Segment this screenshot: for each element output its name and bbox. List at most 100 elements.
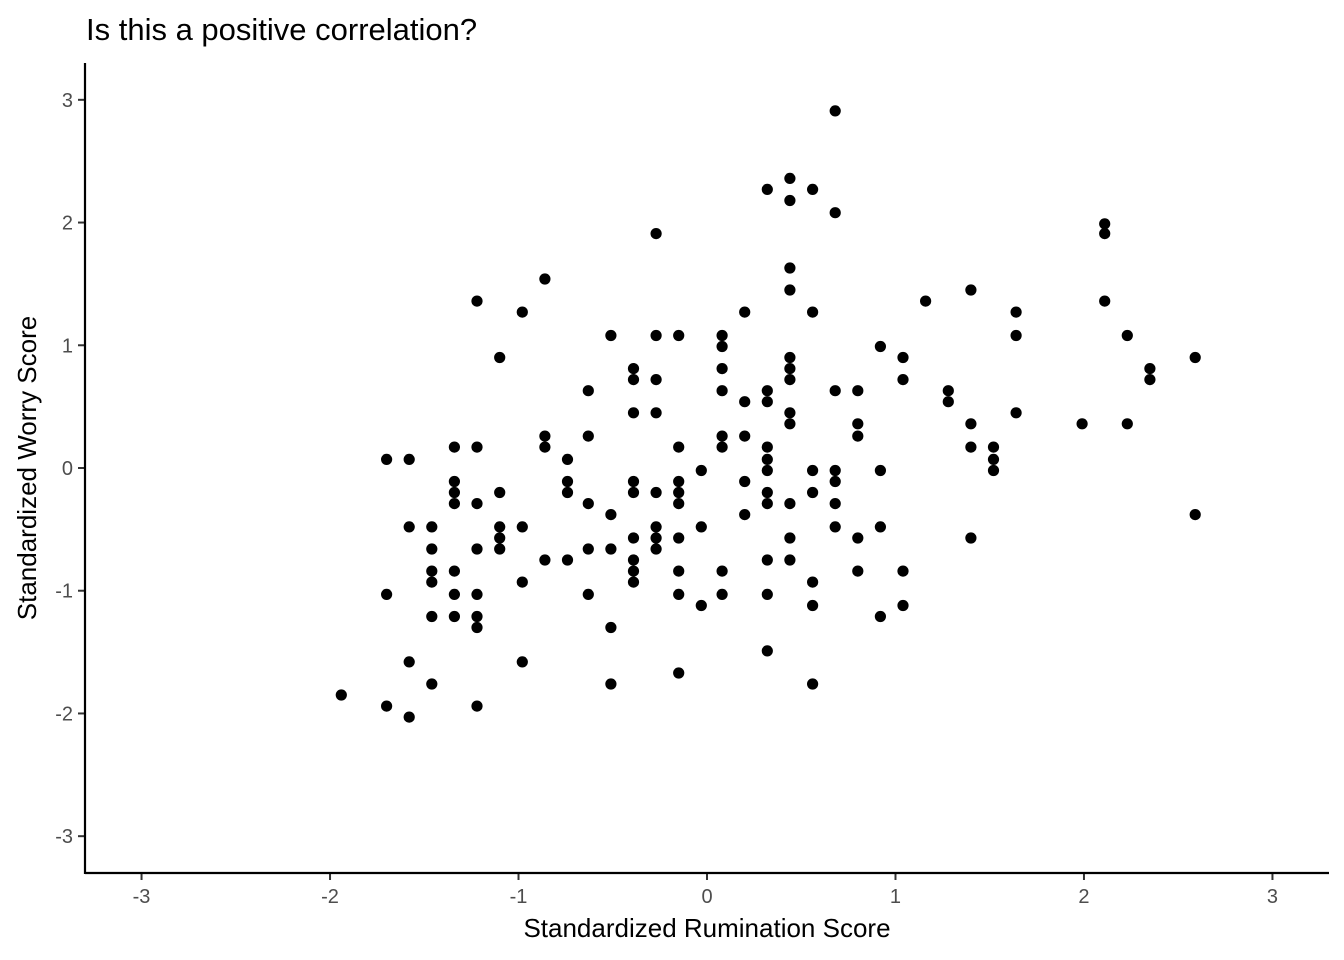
data-point-17 bbox=[739, 306, 751, 318]
data-point-91 bbox=[561, 486, 574, 499]
data-point-136 bbox=[673, 565, 685, 577]
data-point-101 bbox=[761, 498, 773, 510]
data-point-14 bbox=[920, 295, 932, 307]
x-tick-label: 3 bbox=[1267, 886, 1278, 908]
data-point-3 bbox=[807, 183, 819, 195]
data-point-65 bbox=[471, 441, 483, 453]
y-tick-label: -3 bbox=[55, 826, 73, 848]
data-point-128 bbox=[539, 554, 551, 566]
data-point-67 bbox=[673, 441, 685, 453]
data-point-68 bbox=[716, 441, 728, 453]
data-point-102 bbox=[784, 498, 796, 510]
data-point-132 bbox=[784, 554, 796, 566]
data-point-152 bbox=[807, 599, 819, 612]
data-point-46 bbox=[942, 385, 954, 397]
data-point-25 bbox=[1121, 329, 1133, 342]
data-point-133 bbox=[426, 565, 438, 577]
data-point-142 bbox=[627, 576, 640, 588]
data-point-129 bbox=[561, 554, 574, 566]
data-point-12 bbox=[965, 284, 977, 296]
data-point-165 bbox=[605, 678, 617, 690]
data-point-20 bbox=[605, 329, 617, 342]
data-point-166 bbox=[807, 678, 819, 690]
data-point-141 bbox=[516, 576, 528, 588]
data-point-127 bbox=[650, 543, 662, 555]
x-tick-label: 0 bbox=[701, 886, 712, 908]
data-point-107 bbox=[403, 521, 415, 533]
data-point-143 bbox=[807, 576, 819, 588]
data-point-58 bbox=[1121, 418, 1133, 430]
data-point-64 bbox=[448, 441, 460, 453]
data-point-40 bbox=[1144, 374, 1156, 386]
data-point-24 bbox=[1010, 329, 1022, 342]
data-point-111 bbox=[650, 521, 662, 533]
y-tick-label: 0 bbox=[62, 458, 73, 480]
data-point-100 bbox=[673, 498, 685, 510]
data-point-34 bbox=[784, 363, 796, 375]
data-point-33 bbox=[716, 363, 728, 375]
data-point-124 bbox=[494, 543, 506, 555]
data-point-49 bbox=[942, 396, 954, 408]
data-point-45 bbox=[852, 385, 864, 397]
data-point-115 bbox=[494, 532, 506, 544]
data-point-114 bbox=[874, 521, 887, 533]
data-point-80 bbox=[829, 464, 841, 477]
y-axis-title: Standardized Worry Score bbox=[12, 316, 42, 620]
data-point-82 bbox=[987, 464, 1000, 477]
data-point-31 bbox=[1189, 351, 1201, 364]
data-point-93 bbox=[650, 486, 662, 499]
data-point-145 bbox=[448, 588, 460, 601]
y-tick-label: 2 bbox=[62, 213, 73, 235]
data-point-150 bbox=[761, 588, 773, 601]
data-point-104 bbox=[605, 508, 617, 521]
data-point-61 bbox=[716, 430, 728, 442]
x-tick-label: -1 bbox=[510, 886, 528, 908]
data-point-118 bbox=[673, 532, 685, 544]
data-point-2 bbox=[761, 183, 773, 195]
data-point-41 bbox=[582, 385, 594, 397]
data-point-77 bbox=[695, 464, 707, 477]
data-point-86 bbox=[673, 475, 685, 488]
data-point-70 bbox=[965, 441, 977, 453]
data-point-153 bbox=[897, 599, 909, 612]
data-point-13 bbox=[471, 295, 483, 307]
data-point-131 bbox=[761, 554, 773, 566]
data-point-35 bbox=[1144, 363, 1156, 375]
data-point-162 bbox=[516, 656, 528, 668]
data-point-6 bbox=[1099, 218, 1111, 230]
data-point-87 bbox=[739, 475, 751, 488]
data-point-138 bbox=[852, 565, 864, 577]
y-tick-label: -2 bbox=[55, 703, 73, 725]
data-point-110 bbox=[516, 521, 528, 533]
data-point-94 bbox=[673, 486, 685, 499]
data-point-23 bbox=[716, 329, 728, 342]
data-point-96 bbox=[807, 486, 819, 499]
data-point-76 bbox=[987, 453, 1000, 465]
data-point-50 bbox=[627, 407, 640, 419]
data-point-4 bbox=[784, 194, 796, 207]
data-point-38 bbox=[784, 374, 796, 386]
data-point-30 bbox=[897, 351, 909, 364]
data-point-148 bbox=[673, 588, 685, 601]
data-point-159 bbox=[605, 621, 617, 634]
data-point-16 bbox=[516, 306, 528, 318]
data-point-157 bbox=[874, 610, 887, 623]
data-point-51 bbox=[650, 407, 662, 419]
data-point-22 bbox=[673, 329, 685, 342]
data-point-9 bbox=[784, 262, 796, 274]
data-point-144 bbox=[381, 588, 393, 601]
data-point-19 bbox=[1010, 306, 1022, 318]
data-point-112 bbox=[695, 521, 707, 533]
y-tick-label: 3 bbox=[62, 90, 73, 112]
y-tick-label: 1 bbox=[62, 335, 73, 357]
x-tick-label: 2 bbox=[1078, 886, 1089, 908]
data-point-0 bbox=[829, 105, 841, 117]
data-point-7 bbox=[1099, 228, 1111, 240]
chart-title: Is this a positive correlation? bbox=[86, 12, 477, 47]
data-point-8 bbox=[650, 228, 662, 240]
data-point-149 bbox=[716, 588, 728, 601]
data-point-106 bbox=[1189, 508, 1201, 521]
data-point-59 bbox=[539, 430, 551, 442]
data-point-120 bbox=[852, 532, 864, 544]
